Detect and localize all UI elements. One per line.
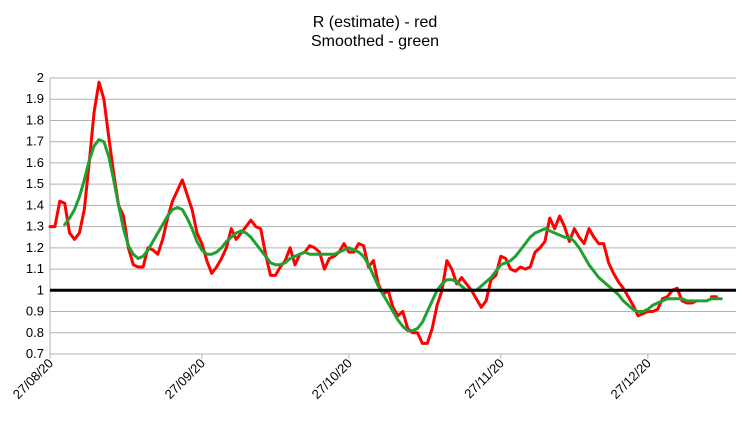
y-tick-label: 1.4 — [26, 197, 44, 212]
y-tick-label: 1.1 — [26, 261, 44, 276]
y-axis: 0.7 0.8 0.9 1 1.1 1.2 1.3 1.4 1.5 1.6 1.7 1.8 1.9 2 — [26, 70, 51, 361]
r-estimate-line — [48, 80, 718, 345]
chart-title: R (estimate) - red — [312, 14, 438, 31]
x-tick-label: 27/10/20 — [309, 356, 355, 402]
y-tick-label: 1.5 — [26, 176, 44, 191]
x-tick-label: 27/12/20 — [608, 356, 654, 402]
x-tick-label: 27/08/20 — [10, 356, 56, 402]
chart-subtitle: Smoothed - green — [310, 33, 440, 50]
y-tick-label: 1.9 — [26, 91, 44, 106]
y-tick-label: 0.9 — [26, 304, 44, 319]
y-tick-label: 1.7 — [26, 134, 44, 149]
y-tick-label: 1 — [37, 282, 44, 297]
y-tick-label: 0.8 — [26, 325, 44, 340]
y-tick-label: 1.6 — [26, 155, 44, 170]
y-tick-label: 2 — [37, 70, 44, 85]
y-tick-label: 0.7 — [26, 346, 44, 361]
y-tick-label: 1.8 — [26, 112, 44, 127]
gridlines — [50, 77, 736, 355]
y-tick-label: 1.2 — [26, 240, 44, 255]
y-tick-label: 1.3 — [26, 219, 44, 234]
series-group — [48, 80, 723, 345]
x-tick-label: 27/09/20 — [162, 356, 208, 402]
x-tick-label: 27/11/20 — [461, 356, 507, 402]
x-axis: 27/08/20 27/09/20 27/10/20 27/11/20 27/12/20 — [10, 353, 736, 402]
